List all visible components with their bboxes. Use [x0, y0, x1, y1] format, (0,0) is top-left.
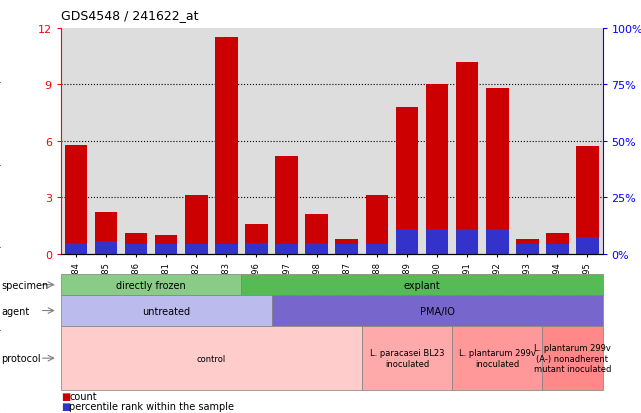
- Text: percentile rank within the sample: percentile rank within the sample: [69, 401, 234, 411]
- Text: L. plantarum 299v
(A-) nonadherent
mutant inoculated: L. plantarum 299v (A-) nonadherent mutan…: [534, 344, 611, 373]
- Bar: [215, 244, 238, 254]
- Bar: [486, 89, 508, 254]
- Bar: [395, 230, 418, 254]
- Bar: [426, 85, 448, 254]
- Bar: [426, 230, 448, 254]
- Bar: [151, 29, 181, 254]
- Bar: [332, 29, 362, 254]
- Text: ■: ■: [61, 401, 70, 411]
- Bar: [456, 230, 478, 254]
- Bar: [572, 29, 603, 254]
- Bar: [302, 29, 332, 254]
- Bar: [215, 38, 238, 254]
- Bar: [365, 244, 388, 254]
- Bar: [335, 244, 358, 254]
- Bar: [392, 29, 422, 254]
- Bar: [95, 242, 117, 254]
- Bar: [275, 157, 298, 254]
- Bar: [155, 244, 178, 254]
- Bar: [546, 244, 569, 254]
- Bar: [335, 239, 358, 254]
- Text: PMA/IO: PMA/IO: [420, 306, 454, 316]
- Bar: [95, 213, 117, 254]
- Bar: [246, 224, 268, 254]
- Text: L. paracasei BL23
inoculated: L. paracasei BL23 inoculated: [370, 349, 444, 368]
- Text: untreated: untreated: [142, 306, 190, 316]
- Text: explant: explant: [404, 280, 440, 290]
- Text: control: control: [197, 354, 226, 363]
- Bar: [242, 29, 272, 254]
- Bar: [185, 244, 208, 254]
- Bar: [275, 244, 298, 254]
- Text: protocol: protocol: [1, 353, 41, 363]
- Text: directly frozen: directly frozen: [116, 280, 186, 290]
- Bar: [181, 29, 212, 254]
- Bar: [246, 244, 268, 254]
- Text: agent: agent: [1, 306, 29, 316]
- Bar: [121, 29, 151, 254]
- Text: specimen: specimen: [1, 280, 49, 290]
- Bar: [512, 29, 542, 254]
- Bar: [516, 244, 538, 254]
- Bar: [125, 244, 147, 254]
- Bar: [576, 237, 599, 254]
- Bar: [422, 29, 452, 254]
- Bar: [305, 215, 328, 254]
- Bar: [91, 29, 121, 254]
- Bar: [452, 29, 482, 254]
- Bar: [516, 239, 538, 254]
- Bar: [362, 29, 392, 254]
- Bar: [65, 244, 87, 254]
- Bar: [456, 63, 478, 254]
- Text: L. plantarum 299v
inoculated: L. plantarum 299v inoculated: [459, 349, 536, 368]
- Bar: [486, 230, 508, 254]
- Bar: [65, 145, 87, 254]
- Bar: [395, 108, 418, 254]
- Bar: [212, 29, 242, 254]
- Text: count: count: [69, 392, 97, 401]
- Text: ■: ■: [61, 392, 70, 401]
- Bar: [365, 196, 388, 254]
- Bar: [576, 147, 599, 254]
- Bar: [185, 196, 208, 254]
- Bar: [155, 235, 178, 254]
- Bar: [272, 29, 302, 254]
- Bar: [482, 29, 512, 254]
- Bar: [542, 29, 572, 254]
- Bar: [305, 244, 328, 254]
- Text: GDS4548 / 241622_at: GDS4548 / 241622_at: [61, 9, 199, 22]
- Bar: [546, 233, 569, 254]
- Bar: [125, 233, 147, 254]
- Bar: [61, 29, 91, 254]
